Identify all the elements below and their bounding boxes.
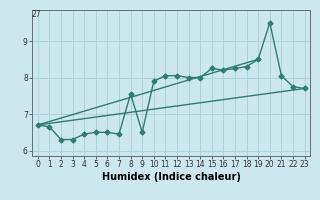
X-axis label: Humidex (Indice chaleur): Humidex (Indice chaleur) — [102, 172, 241, 182]
Text: 27: 27 — [32, 10, 42, 19]
